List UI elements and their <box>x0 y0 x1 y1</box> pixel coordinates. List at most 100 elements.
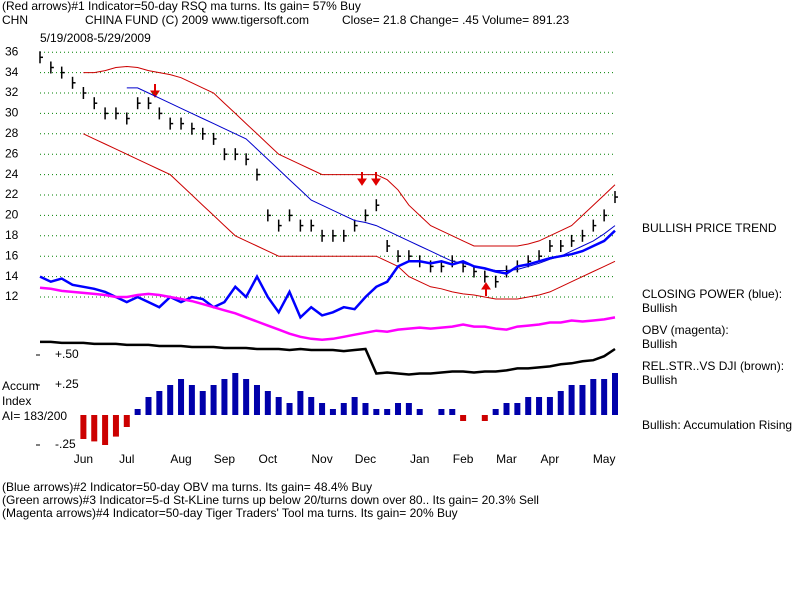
x-tick-label: Mar <box>496 452 517 466</box>
footer-line: (Magenta arrows)#4 Indicator=50-day Tige… <box>2 506 458 520</box>
x-tick-label: Jan <box>410 452 429 466</box>
footer-line: (Green arrows)#3 Indicator=5-d St-KLine … <box>2 493 539 507</box>
accum-bar <box>579 385 586 415</box>
x-tick-label: Dec <box>355 452 376 466</box>
y-tick-label: 36 <box>5 44 19 58</box>
accum-bar <box>167 385 174 415</box>
accum-bar <box>264 391 271 415</box>
accum-bar <box>102 415 109 445</box>
accum-bar <box>525 397 532 415</box>
accum-bar <box>503 403 510 415</box>
accum-bar <box>351 397 358 415</box>
accum-bar <box>329 409 336 415</box>
indicator-line <box>83 133 616 300</box>
accum-bar <box>232 373 239 415</box>
accum-bar <box>253 385 260 415</box>
y-tick-label: 34 <box>5 65 19 79</box>
y-tick-label: -.25 <box>55 437 76 451</box>
indicator-line <box>40 340 616 376</box>
y-tick-label: 12 <box>5 289 19 303</box>
side-label: Bullish <box>642 301 677 315</box>
x-tick-label: May <box>593 452 616 466</box>
side-label: Bullish <box>642 337 677 351</box>
accum-bar <box>275 397 282 415</box>
accum-bar <box>481 415 488 421</box>
accum-bar <box>384 409 391 415</box>
accum-bar <box>601 379 608 415</box>
accum-bar <box>340 403 347 415</box>
x-tick-label: Apr <box>541 452 560 466</box>
side-label: BULLISH PRICE TREND <box>642 221 777 235</box>
accum-bar <box>178 379 185 415</box>
y-tick-label: 14 <box>5 269 19 283</box>
accum-label: AI= 183/200 <box>2 409 67 423</box>
indicator-line <box>83 65 616 247</box>
x-tick-label: Aug <box>170 452 191 466</box>
accum-bar <box>145 397 152 415</box>
accum-bar <box>568 385 575 415</box>
arrow-head <box>357 178 367 186</box>
fund-name: CHINA FUND (C) 2009 www.tigersoft.com <box>85 13 309 27</box>
accum-bar <box>243 379 250 415</box>
accum-bar <box>308 397 315 415</box>
header-line: (Red arrows)#1 Indicator=50-day RSQ ma t… <box>2 0 361 13</box>
accum-bar <box>199 391 206 415</box>
x-tick-label: Jun <box>74 452 93 466</box>
signal-arrows <box>150 84 491 296</box>
arrow-head <box>371 178 381 186</box>
x-tick-label: Nov <box>311 452 332 466</box>
y-tick-label: 16 <box>5 248 19 262</box>
accum-bar <box>557 391 564 415</box>
accum-bar <box>156 391 163 415</box>
side-label: Bullish: Accumulation Rising <box>642 418 792 432</box>
side-label: REL.STR..VS DJI (brown): <box>642 359 784 373</box>
accum-bar <box>286 403 293 415</box>
accum-bar <box>221 379 228 415</box>
accum-bar <box>134 409 141 415</box>
accum-bar <box>319 403 326 415</box>
y-tick-label: 24 <box>5 167 19 181</box>
accum-bar <box>395 403 402 415</box>
accum-bar <box>438 409 445 415</box>
quote: Close= 21.8 Change= .45 Volume= 891.23 <box>342 13 570 27</box>
indicator-line <box>126 87 616 271</box>
accum-bar <box>460 415 467 421</box>
side-label: CLOSING POWER (blue): <box>642 287 782 301</box>
x-tick-label: Jul <box>119 452 134 466</box>
y-tick-label: +.25 <box>55 377 79 391</box>
accum-bar <box>112 415 119 437</box>
accum-bar <box>590 379 597 415</box>
accum-label: Accum <box>2 379 39 393</box>
y-tick-label: 28 <box>5 126 19 140</box>
y-tick-label: 20 <box>5 208 19 222</box>
accum-bar <box>405 403 412 415</box>
accum-bar <box>80 415 87 439</box>
accum-bar <box>123 415 130 427</box>
x-tick-label: Sep <box>214 452 236 466</box>
accum-bar <box>612 373 618 415</box>
accum-bar <box>188 385 195 415</box>
y-tick-label: +.50 <box>55 347 79 361</box>
accum-bar <box>536 397 543 415</box>
date-range: 5/19/2008-5/29/2009 <box>40 31 151 45</box>
accum-bar <box>210 385 217 415</box>
accum-bar <box>492 409 499 415</box>
y-tick-label: 22 <box>5 187 19 201</box>
y-tick-label: 18 <box>5 228 19 242</box>
accum-bar <box>373 409 380 415</box>
accum-label: Index <box>2 394 31 408</box>
y-tick-label: 32 <box>5 85 19 99</box>
accum-bar <box>416 409 423 415</box>
indicator-line <box>39 229 616 320</box>
accum-bar <box>91 415 98 442</box>
x-tick-label: Feb <box>453 452 474 466</box>
accum-bar <box>514 403 521 415</box>
indicator-line <box>39 286 616 342</box>
side-label: Bullish <box>642 373 677 387</box>
accum-bar <box>297 391 304 415</box>
accum-bar <box>362 403 369 415</box>
footer-line: (Blue arrows)#2 Indicator=50-day OBV ma … <box>2 480 372 494</box>
y-tick-label: 30 <box>5 106 19 120</box>
